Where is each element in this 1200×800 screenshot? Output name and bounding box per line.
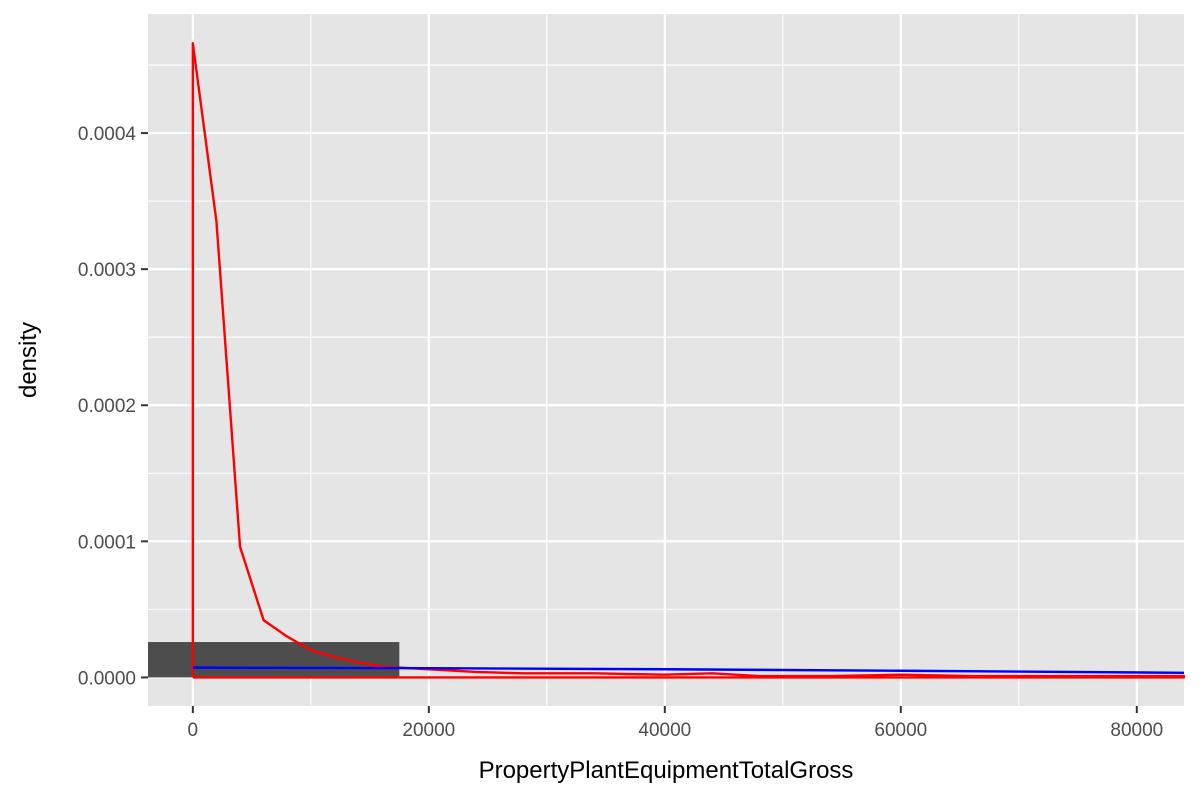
x-tick-label: 60000 [874, 720, 927, 741]
x-axis-title: PropertyPlantEquipmentTotalGross [479, 757, 854, 784]
y-tick-label: 0.0000 [78, 668, 136, 689]
y-axis: 0.0000 0.0001 0.0002 0.0003 0.0004 [78, 124, 148, 689]
plot-panel [148, 14, 1184, 706]
x-tick-label: 40000 [638, 720, 691, 741]
x-axis: 0 20000 40000 60000 80000 [188, 706, 1163, 741]
x-tick-label: 0 [188, 720, 199, 741]
y-tick-label: 0.0001 [78, 532, 136, 553]
y-tick-label: 0.0003 [78, 260, 136, 281]
x-tick-label: 20000 [402, 720, 455, 741]
y-tick-label: 0.0004 [78, 124, 137, 145]
x-tick-label: 80000 [1110, 720, 1163, 741]
y-tick-label: 0.0002 [78, 396, 136, 417]
histogram-bars [148, 642, 400, 678]
series-line-2 [192, 666, 1185, 674]
minor-gridlines [148, 14, 1184, 706]
histogram-bar [148, 642, 400, 678]
density-lines [191, 42, 1186, 679]
y-axis-title: density [15, 322, 42, 398]
series-line-1 [191, 42, 1186, 679]
major-gridlines [148, 14, 1184, 706]
